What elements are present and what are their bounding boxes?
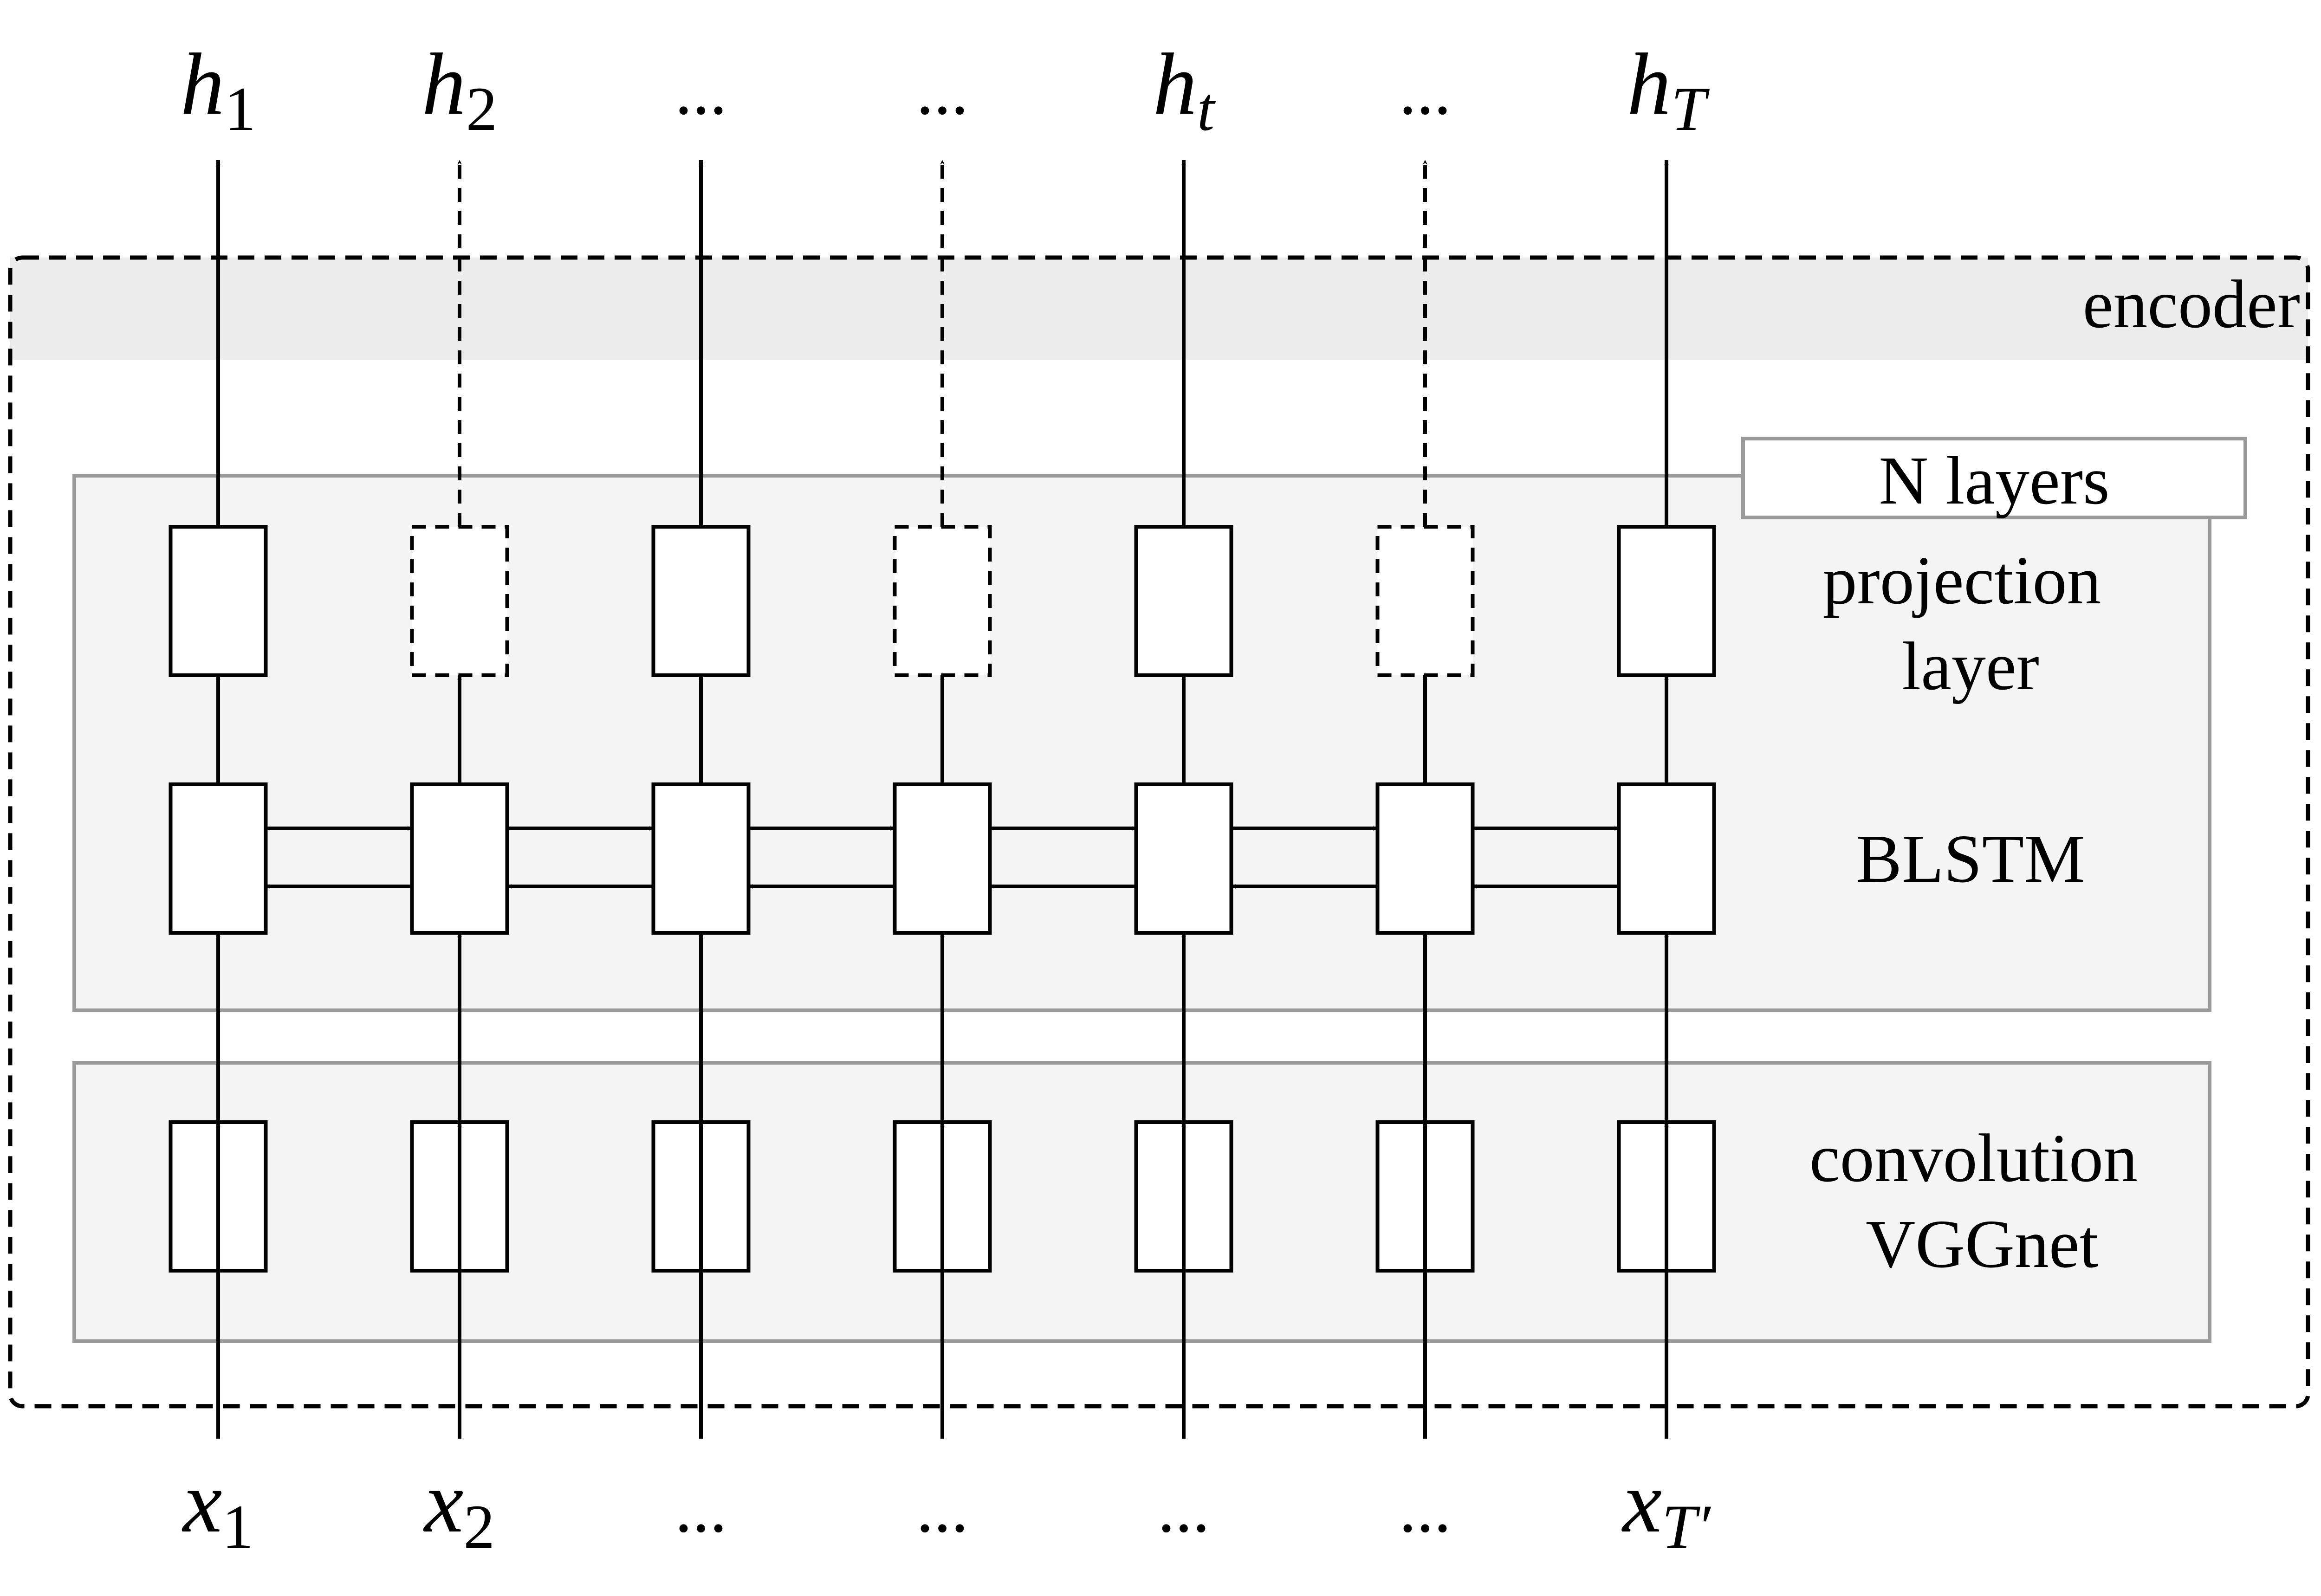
input-2-label: x2: [423, 1454, 495, 1562]
input-7-label-subscript: T′: [1662, 1493, 1712, 1562]
input-3-label: ...: [675, 1470, 727, 1547]
projection-label-line-2: layer: [1902, 628, 2039, 704]
n-layers-tag-box: [1741, 437, 2247, 519]
output-1-label-subscript: 1: [225, 75, 256, 144]
output-1-label: h1: [181, 36, 256, 144]
input-7-label: xT′: [1621, 1454, 1712, 1562]
output-7-label-base: h: [1627, 36, 1671, 133]
projection-unit-4: [893, 525, 992, 677]
projection-unit-5: [1134, 525, 1233, 677]
encoder-block: encoder: [8, 255, 2310, 1409]
input-2-label-subscript: 2: [463, 1493, 495, 1562]
projection-unit-7: [1617, 525, 1716, 677]
convolution-label-line-1: convolution: [1809, 1120, 2138, 1196]
output-7-label-subscript: T: [1671, 75, 1710, 144]
encoder-dashed-border: [8, 255, 2310, 1409]
blstm-cell-2: [410, 782, 509, 935]
blstm-label: BLSTM: [1856, 821, 2085, 897]
n-layers-label: N layers: [1879, 443, 2109, 519]
output-5-label-base: h: [1153, 36, 1197, 133]
output-2-label: h2: [422, 36, 498, 144]
projection-unit-6: [1375, 525, 1475, 677]
blstm-cell-6: [1375, 782, 1475, 935]
blstm-cell-3: [651, 782, 751, 935]
output-2-label-subscript: 2: [466, 75, 498, 144]
projection-label-line-1: projection: [1822, 543, 2101, 619]
output-3-label: ...: [675, 52, 727, 129]
convolution-label: convolution VGGnet: [1809, 1120, 2155, 1282]
encoder-label: encoder: [2083, 266, 2300, 342]
input-6-label: ...: [1399, 1470, 1452, 1547]
input-5-label: ...: [1158, 1470, 1210, 1547]
output-5-label: ht: [1153, 36, 1216, 144]
blstm-cell-7: [1617, 782, 1716, 935]
projection-unit-1: [169, 525, 268, 677]
input-1-label-base: x: [182, 1454, 222, 1551]
blstm-cell-4: [893, 782, 992, 935]
output-2-label-base: h: [422, 36, 466, 133]
output-7-label: hT: [1627, 36, 1710, 144]
output-4-label: ...: [916, 52, 969, 129]
output-1-label-base: h: [181, 36, 225, 133]
input-1-label-subscript: 1: [222, 1493, 253, 1562]
projection-unit-3: [651, 525, 751, 677]
output-6-label: ...: [1399, 52, 1452, 129]
input-4-label: ...: [916, 1470, 969, 1547]
input-2-label-base: x: [423, 1454, 463, 1551]
blstm-cell-5: [1134, 782, 1233, 935]
blstm-cell-1: [169, 782, 268, 935]
encoder-header-band: [10, 258, 2308, 360]
input-7-label-base: x: [1621, 1454, 1662, 1551]
output-5-label-subscript: t: [1197, 75, 1216, 144]
projection-layer-label: projection layer: [1822, 543, 2118, 704]
convolution-label-line-2: VGGnet: [1866, 1206, 2098, 1282]
projection-unit-2: [410, 525, 509, 677]
input-1-label: x1: [182, 1454, 253, 1562]
